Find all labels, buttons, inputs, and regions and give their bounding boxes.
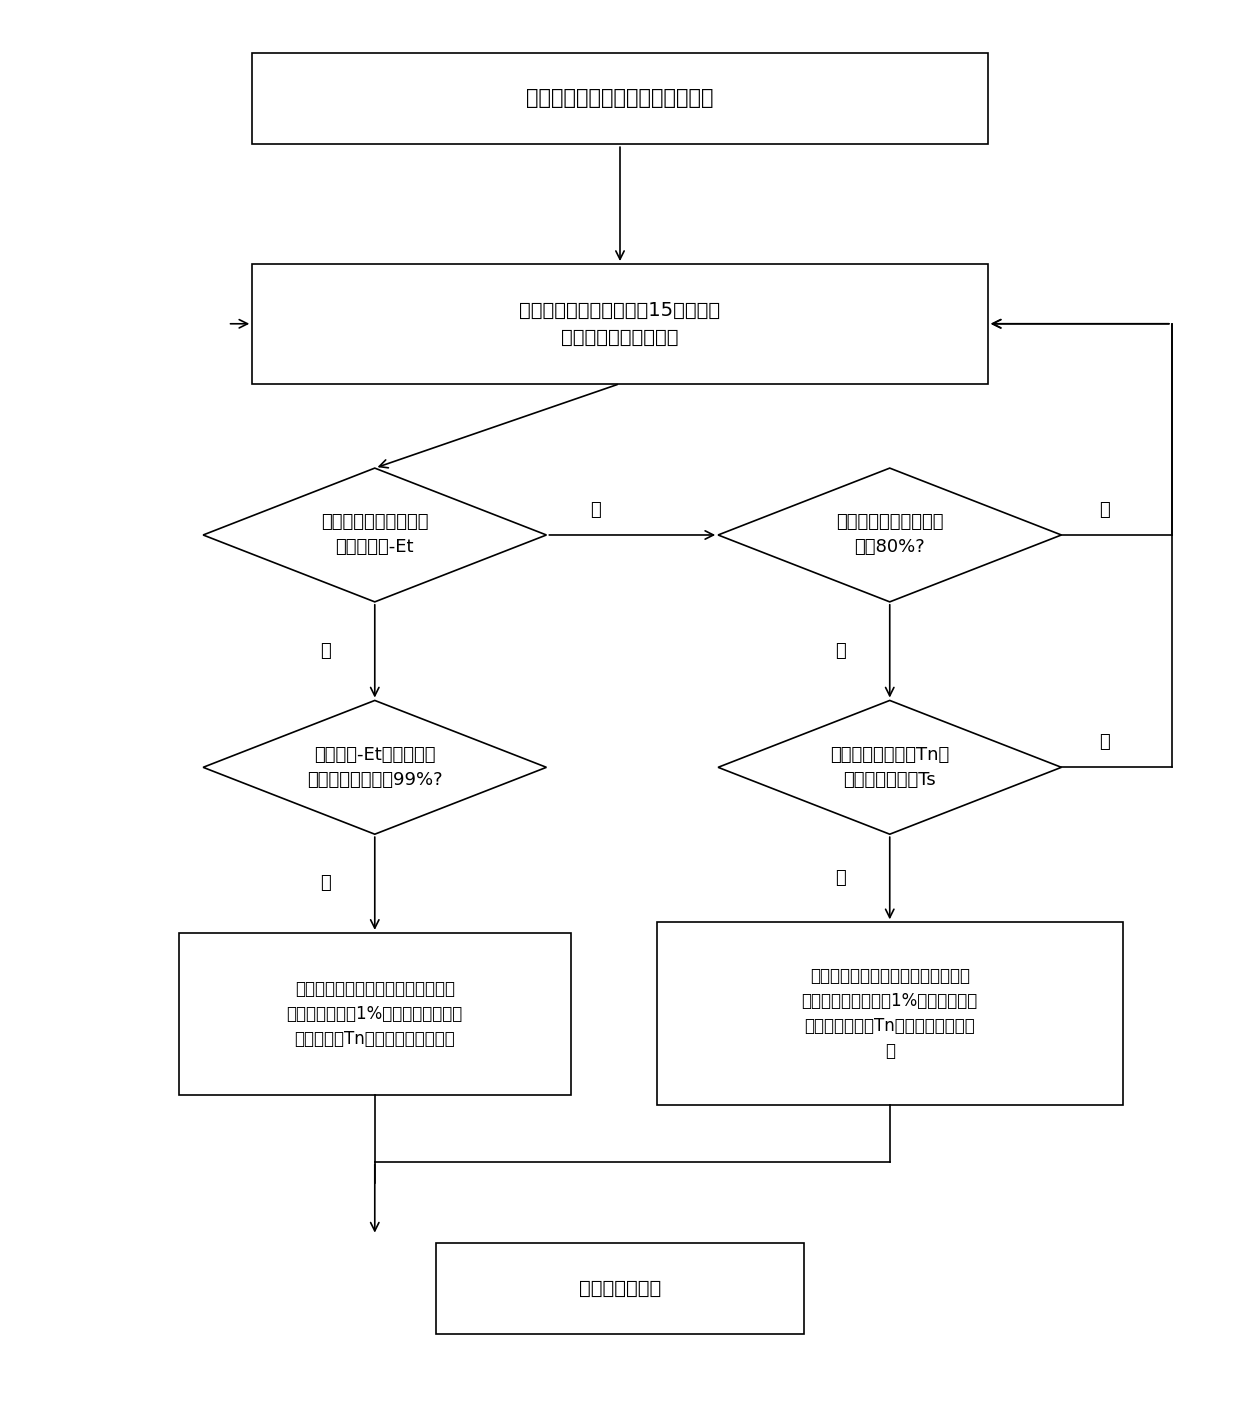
FancyBboxPatch shape [657,923,1122,1105]
Text: 是否有换热站二次侧温
度偏差超过-Et: 是否有换热站二次侧温 度偏差超过-Et [321,513,429,556]
Text: 存在超过-Et的换热站对
应的调节阀开度超99%?: 存在超过-Et的换热站对 应的调节阀开度超99%? [308,745,443,789]
Text: 二次侧温度目标值Tn是
否低于原预测值Ts: 二次侧温度目标值Tn是 否低于原预测值Ts [830,745,950,789]
Polygon shape [718,701,1061,835]
Text: 否: 否 [590,501,601,519]
Text: 否: 否 [1099,501,1110,519]
Polygon shape [203,468,547,602]
Text: 连续观测一个调节周期（15分钟）内
所有换热站二次侧温度: 连续观测一个调节周期（15分钟）内 所有换热站二次侧温度 [520,301,720,347]
Text: 热平衡调节结束: 热平衡调节结束 [579,1278,661,1298]
FancyBboxPatch shape [179,933,570,1095]
Text: 所有换热站调节阀开度
小于80%?: 所有换热站调节阀开度 小于80%? [836,513,944,556]
FancyBboxPatch shape [436,1243,804,1334]
Text: 进行全网热平衡调节；所有换热站二
次侧供热量降低提高1%，重新计算二
次侧温度目标值Tn，并下发到各换热
站: 进行全网热平衡调节；所有换热站二 次侧供热量降低提高1%，重新计算二 次侧温度目… [801,967,978,1061]
Text: 否: 否 [1099,732,1110,751]
Text: 是: 是 [320,643,331,660]
Text: 进行全网热平衡调节：所有换热站二
次侧供热量降低1%，重新计算二次侧
温度目标值Tn，并下发到各换热站: 进行全网热平衡调节：所有换热站二 次侧供热量降低1%，重新计算二次侧 温度目标值… [286,980,463,1048]
Polygon shape [718,468,1061,602]
Text: 是: 是 [836,869,846,887]
Text: 热源及一次热网处于稳定运行状态: 热源及一次热网处于稳定运行状态 [526,88,714,108]
FancyBboxPatch shape [252,53,988,144]
Text: 是: 是 [836,643,846,660]
FancyBboxPatch shape [252,264,988,384]
Polygon shape [203,701,547,835]
Text: 是: 是 [320,875,331,893]
